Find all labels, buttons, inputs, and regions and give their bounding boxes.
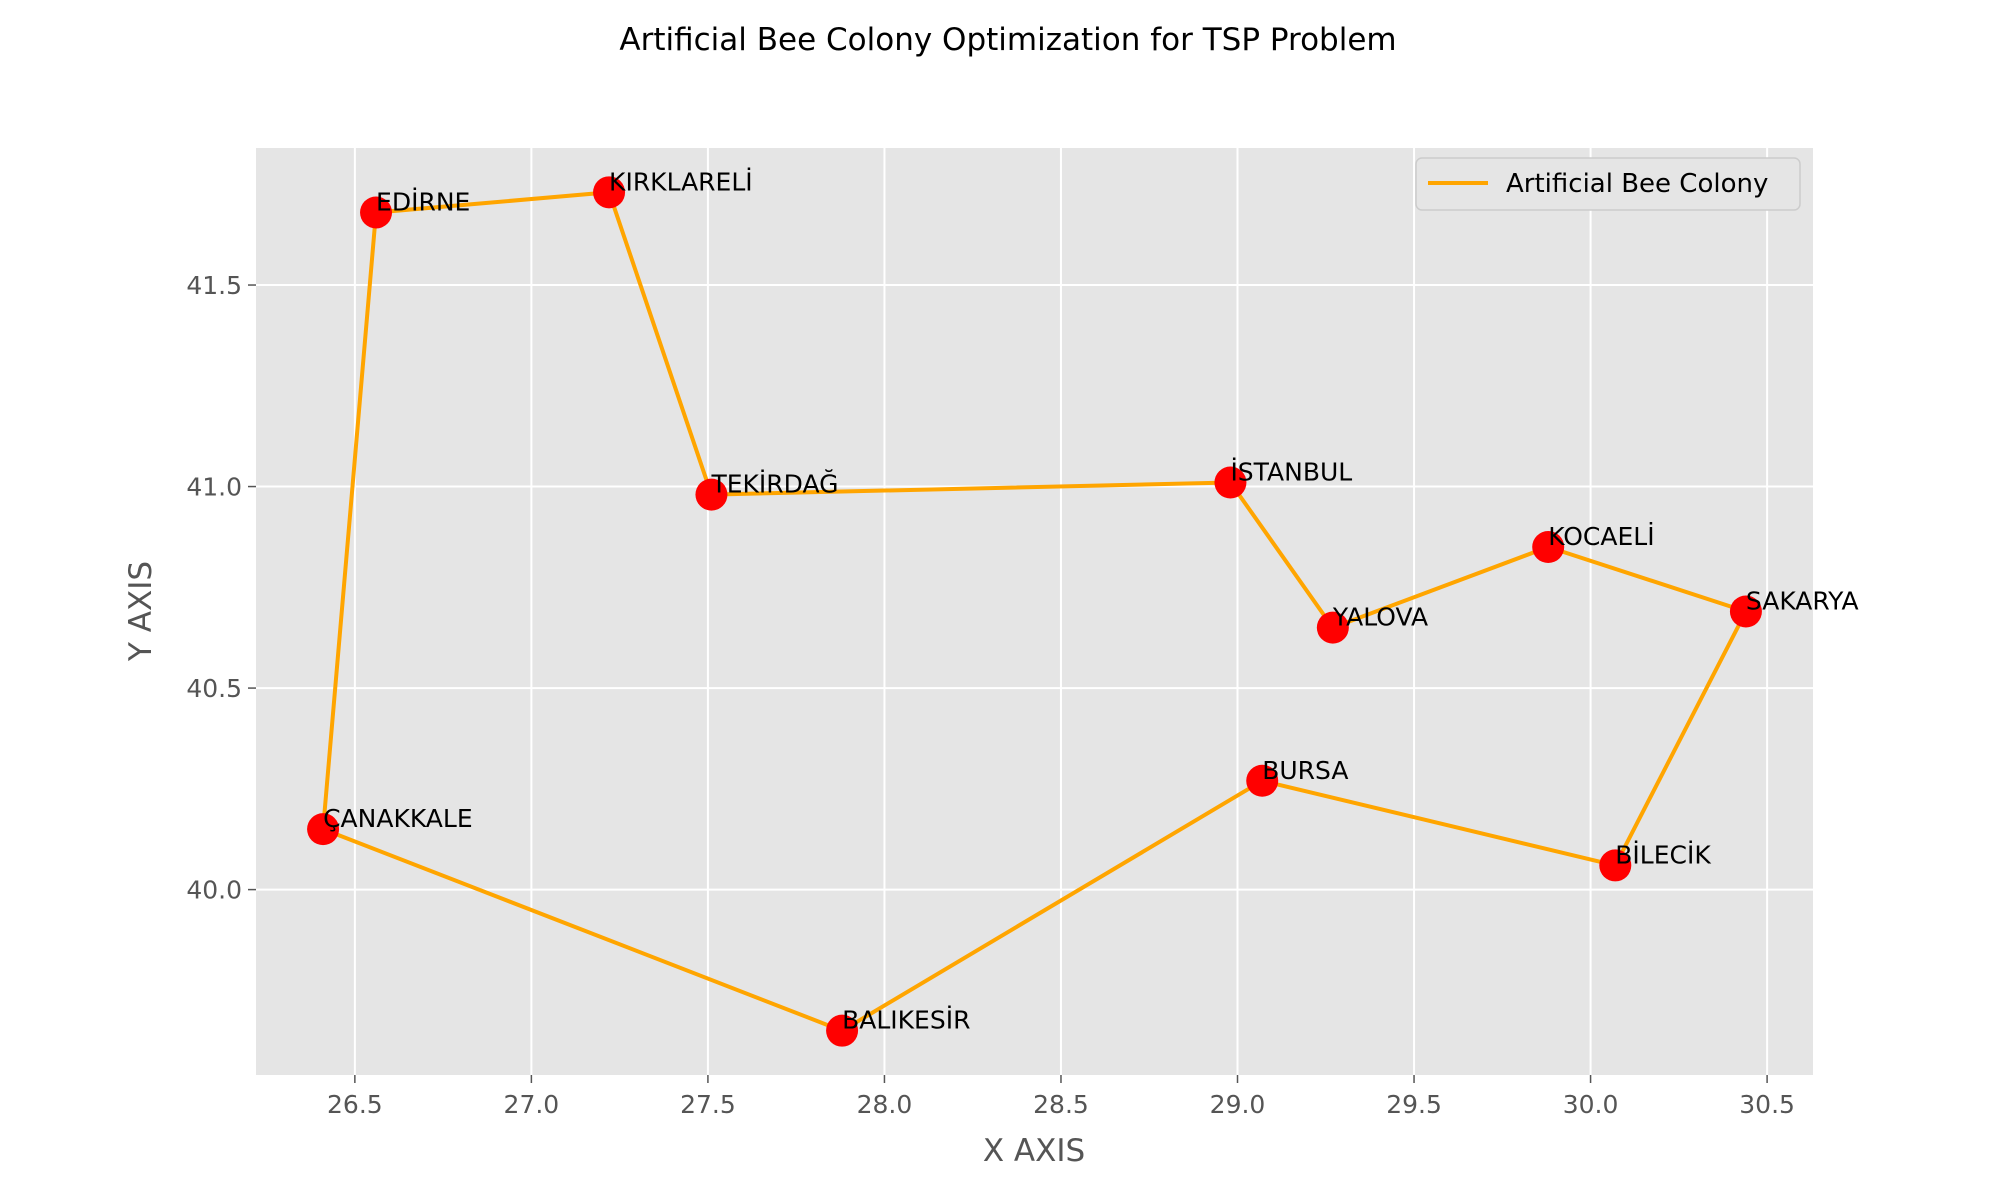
city-label: KOCAELİ (1548, 522, 1654, 551)
y-tick-label: 41.5 (186, 271, 242, 300)
city-point (1214, 466, 1247, 499)
city-label: SAKARYA (1746, 587, 1859, 616)
city-label: KIRKLARELİ (609, 167, 753, 196)
legend: Artificial Bee Colony (1415, 157, 1801, 211)
legend-label: Artificial Bee Colony (1506, 169, 1768, 199)
city-points (307, 176, 1762, 1047)
city-point (1532, 531, 1565, 564)
city-label: YALOVA (1332, 603, 1428, 632)
city-label: TEKİRDAĞ (710, 469, 838, 499)
x-tick-label: 28.0 (857, 1090, 913, 1119)
city-point (1316, 611, 1349, 644)
grid (256, 148, 1813, 1075)
y-tick-label: 40.5 (186, 674, 242, 703)
x-tick-label: 30.0 (1563, 1090, 1619, 1119)
city-point (1729, 595, 1762, 628)
route-series (321, 190, 1748, 1033)
x-tick-label: 27.5 (680, 1090, 736, 1119)
city-point (695, 478, 728, 511)
y-ticks: 40.0 40.5 41.0 41.5 (186, 271, 256, 905)
x-tick-label: 26.5 (327, 1090, 383, 1119)
city-label: BİLECİK (1615, 840, 1711, 869)
x-ticks: 26.5 27.0 27.5 28.0 28.5 29.0 29.5 30.0 30.5 (327, 1075, 1795, 1119)
x-tick-label: 29.0 (1210, 1090, 1266, 1119)
chart-title: Artificial Bee Colony Optimization for T… (619, 22, 1396, 58)
city-point (1246, 764, 1279, 797)
city-point (826, 1014, 859, 1047)
city-label: ÇANAKKALE (323, 804, 473, 833)
x-tick-label: 28.5 (1033, 1090, 1089, 1119)
city-label: BALIKESİR (842, 1006, 970, 1035)
x-axis-label: X AXIS (983, 1133, 1085, 1169)
city-point (307, 813, 340, 846)
city-label: BURSA (1262, 756, 1348, 785)
city-label: İSTANBUL (1230, 458, 1352, 487)
x-tick-label: 27.0 (504, 1090, 560, 1119)
x-tick-label: 30.5 (1739, 1090, 1795, 1119)
y-tick-label: 41.0 (186, 473, 242, 502)
legend-box (1415, 157, 1801, 211)
plot-area (256, 148, 1813, 1075)
city-point (1599, 849, 1632, 882)
city-point (593, 176, 626, 209)
route-line (321, 190, 1748, 1033)
city-point (360, 196, 393, 229)
y-axis-label: Y AXIS (123, 561, 159, 662)
y-tick-label: 40.0 (186, 876, 242, 905)
city-labels: ÇANAKKALE EDİRNE KIRKLARELİ TEKİRDAĞ İSTANBU… (323, 167, 1859, 1034)
x-tick-label: 29.5 (1386, 1090, 1442, 1119)
city-label: EDİRNE (376, 187, 470, 216)
